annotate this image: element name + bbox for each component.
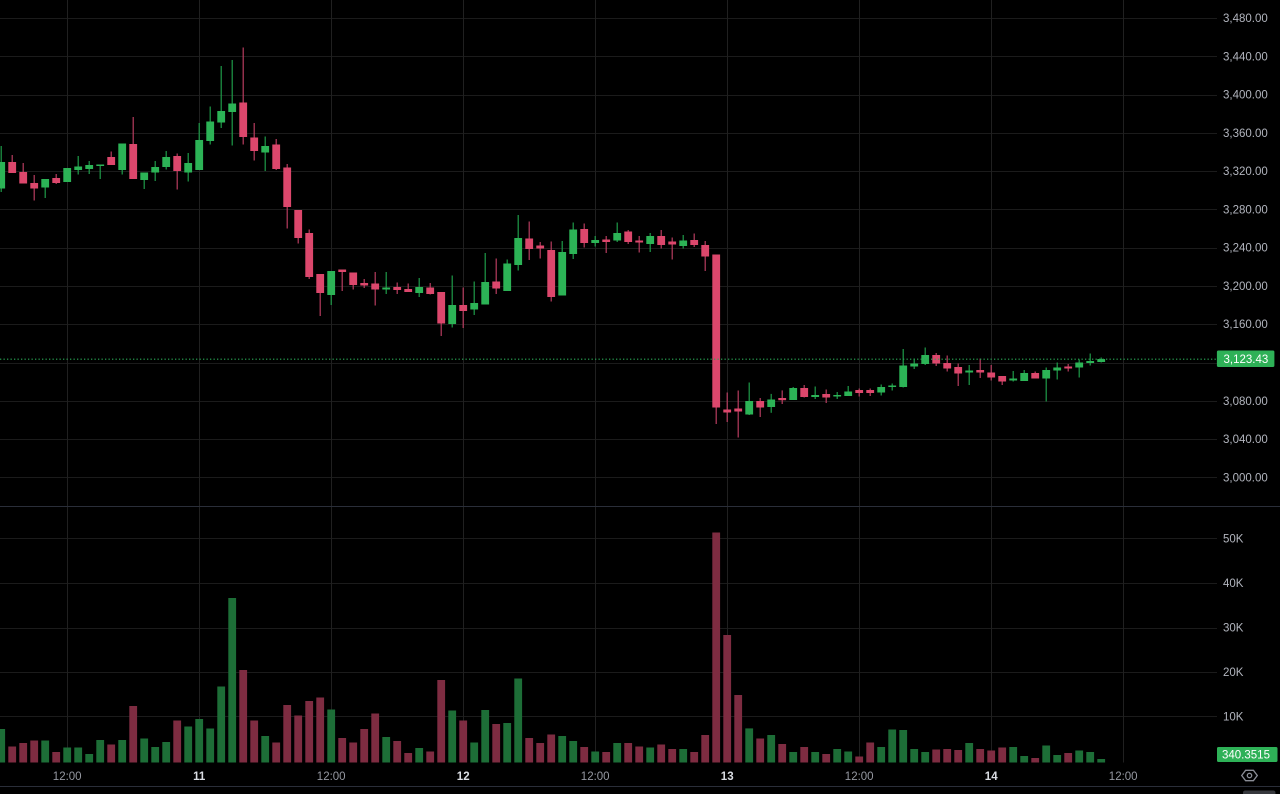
svg-text:30K: 30K bbox=[1223, 623, 1244, 635]
svg-text:3,240.00: 3,240.00 bbox=[1223, 243, 1268, 255]
svg-text:12:00: 12:00 bbox=[845, 771, 874, 783]
svg-text:3,080.00: 3,080.00 bbox=[1223, 396, 1268, 408]
svg-text:14: 14 bbox=[985, 771, 998, 783]
svg-text:3,320.00: 3,320.00 bbox=[1223, 166, 1268, 178]
svg-text:50K: 50K bbox=[1223, 534, 1244, 546]
svg-text:12:00: 12:00 bbox=[1109, 771, 1138, 783]
svg-text:20K: 20K bbox=[1223, 667, 1244, 679]
svg-text:3,400.00: 3,400.00 bbox=[1223, 90, 1268, 102]
svg-text:3,280.00: 3,280.00 bbox=[1223, 204, 1268, 216]
svg-text:12:00: 12:00 bbox=[317, 771, 346, 783]
svg-text:13: 13 bbox=[721, 771, 734, 783]
svg-text:3,440.00: 3,440.00 bbox=[1223, 51, 1268, 63]
svg-text:3,200.00: 3,200.00 bbox=[1223, 281, 1268, 293]
svg-text:3,360.00: 3,360.00 bbox=[1223, 128, 1268, 140]
svg-text:10K: 10K bbox=[1223, 712, 1244, 724]
svg-text:3,160.00: 3,160.00 bbox=[1223, 319, 1268, 331]
svg-text:11: 11 bbox=[193, 771, 206, 783]
svg-text:12: 12 bbox=[457, 771, 470, 783]
svg-text:3,480.00: 3,480.00 bbox=[1223, 13, 1268, 25]
svg-text:340.3515: 340.3515 bbox=[1222, 750, 1270, 762]
svg-text:3,123.43: 3,123.43 bbox=[1224, 354, 1269, 366]
svg-text:3,000.00: 3,000.00 bbox=[1223, 472, 1268, 484]
svg-text:40K: 40K bbox=[1223, 578, 1244, 590]
svg-text:12:00: 12:00 bbox=[581, 771, 610, 783]
svg-text:12:00: 12:00 bbox=[53, 771, 82, 783]
svg-text:3,040.00: 3,040.00 bbox=[1223, 434, 1268, 446]
